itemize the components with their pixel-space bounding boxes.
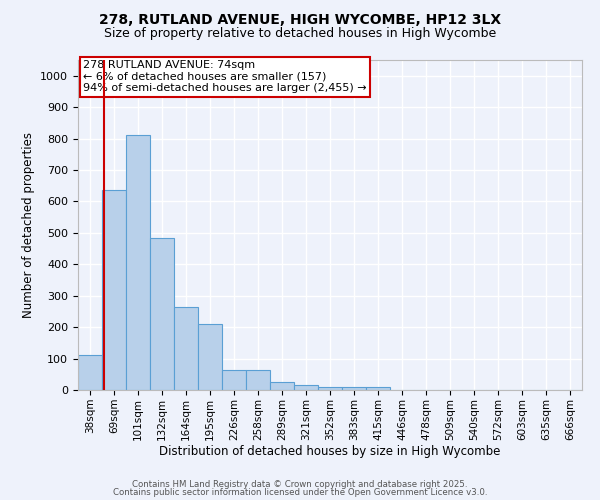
Bar	[102, 190, 126, 390]
Y-axis label: Number of detached properties: Number of detached properties	[22, 132, 35, 318]
Bar	[318, 387, 342, 390]
Text: Size of property relative to detached houses in High Wycombe: Size of property relative to detached ho…	[104, 28, 496, 40]
Bar	[174, 306, 198, 390]
Bar	[150, 238, 174, 390]
Text: Contains HM Land Registry data © Crown copyright and database right 2025.: Contains HM Land Registry data © Crown c…	[132, 480, 468, 489]
Bar	[198, 324, 222, 390]
X-axis label: Distribution of detached houses by size in High Wycombe: Distribution of detached houses by size …	[160, 446, 500, 458]
Bar	[294, 384, 318, 390]
Text: Contains public sector information licensed under the Open Government Licence v3: Contains public sector information licen…	[113, 488, 487, 497]
Text: 278, RUTLAND AVENUE, HIGH WYCOMBE, HP12 3LX: 278, RUTLAND AVENUE, HIGH WYCOMBE, HP12 …	[99, 12, 501, 26]
Bar	[78, 356, 102, 390]
Bar	[342, 387, 366, 390]
Bar	[270, 382, 294, 390]
Bar	[222, 370, 246, 390]
Bar	[246, 370, 270, 390]
Text: 278 RUTLAND AVENUE: 74sqm
← 6% of detached houses are smaller (157)
94% of semi-: 278 RUTLAND AVENUE: 74sqm ← 6% of detach…	[83, 60, 367, 93]
Bar	[126, 136, 150, 390]
Bar	[366, 387, 390, 390]
